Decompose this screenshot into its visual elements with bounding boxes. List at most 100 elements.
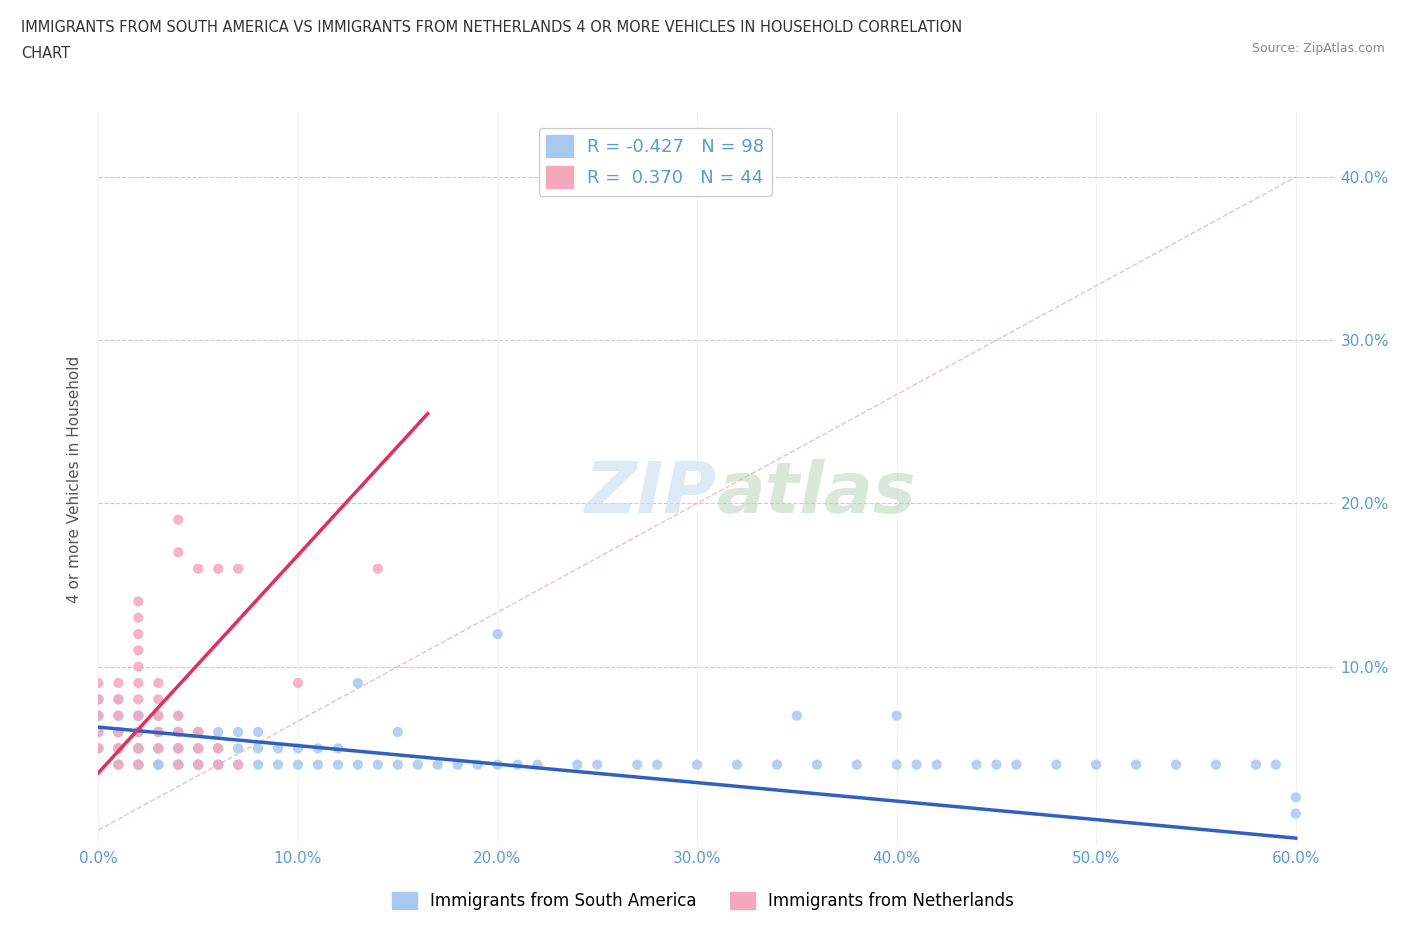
Point bbox=[986, 757, 1008, 772]
Point bbox=[148, 709, 170, 724]
Point bbox=[247, 757, 270, 772]
Point bbox=[347, 675, 370, 690]
Point bbox=[127, 724, 149, 739]
Point bbox=[127, 692, 149, 707]
Point bbox=[806, 757, 828, 772]
Point bbox=[426, 757, 449, 772]
Point bbox=[586, 757, 609, 772]
Point bbox=[187, 757, 209, 772]
Point bbox=[148, 741, 170, 756]
Point bbox=[486, 627, 509, 642]
Point bbox=[107, 757, 129, 772]
Point bbox=[87, 709, 110, 724]
Point bbox=[1205, 757, 1227, 772]
Point bbox=[267, 757, 290, 772]
Point bbox=[387, 757, 409, 772]
Point bbox=[187, 724, 209, 739]
Point bbox=[247, 741, 270, 756]
Point bbox=[1045, 757, 1067, 772]
Point bbox=[526, 757, 548, 772]
Point bbox=[148, 724, 170, 739]
Point bbox=[127, 709, 149, 724]
Point bbox=[167, 724, 190, 739]
Point bbox=[148, 692, 170, 707]
Point bbox=[127, 757, 149, 772]
Point bbox=[905, 757, 928, 772]
Point bbox=[127, 675, 149, 690]
Point bbox=[686, 757, 709, 772]
Text: IMMIGRANTS FROM SOUTH AMERICA VS IMMIGRANTS FROM NETHERLANDS 4 OR MORE VEHICLES : IMMIGRANTS FROM SOUTH AMERICA VS IMMIGRA… bbox=[21, 20, 962, 35]
Point bbox=[148, 741, 170, 756]
Point bbox=[786, 709, 808, 724]
Point bbox=[187, 741, 209, 756]
Point bbox=[1164, 757, 1187, 772]
Point bbox=[127, 627, 149, 642]
Point bbox=[148, 675, 170, 690]
Point bbox=[207, 757, 229, 772]
Point bbox=[107, 724, 129, 739]
Point bbox=[226, 757, 249, 772]
Point bbox=[107, 741, 129, 756]
Point bbox=[287, 741, 309, 756]
Point bbox=[107, 675, 129, 690]
Point bbox=[167, 741, 190, 756]
Point bbox=[167, 709, 190, 724]
Point bbox=[506, 757, 529, 772]
Point bbox=[1285, 790, 1308, 804]
Point bbox=[1085, 757, 1108, 772]
Point bbox=[187, 741, 209, 756]
Point bbox=[167, 741, 190, 756]
Point bbox=[107, 757, 129, 772]
Point bbox=[446, 757, 468, 772]
Text: ZIP: ZIP bbox=[585, 459, 717, 528]
Point bbox=[226, 757, 249, 772]
Point bbox=[87, 741, 110, 756]
Point bbox=[187, 724, 209, 739]
Point bbox=[207, 741, 229, 756]
Point bbox=[187, 724, 209, 739]
Point bbox=[886, 757, 908, 772]
Point bbox=[387, 724, 409, 739]
Point bbox=[1264, 757, 1286, 772]
Point bbox=[127, 741, 149, 756]
Point bbox=[226, 562, 249, 577]
Point bbox=[167, 757, 190, 772]
Point bbox=[367, 562, 389, 577]
Point bbox=[207, 741, 229, 756]
Point bbox=[107, 709, 129, 724]
Point bbox=[87, 741, 110, 756]
Point bbox=[148, 757, 170, 772]
Point bbox=[107, 692, 129, 707]
Point bbox=[725, 757, 748, 772]
Point bbox=[127, 757, 149, 772]
Point bbox=[247, 724, 270, 739]
Point bbox=[87, 692, 110, 707]
Point bbox=[886, 709, 908, 724]
Point bbox=[127, 724, 149, 739]
Point bbox=[187, 757, 209, 772]
Point bbox=[226, 724, 249, 739]
Point bbox=[187, 741, 209, 756]
Text: CHART: CHART bbox=[21, 46, 70, 61]
Point bbox=[207, 757, 229, 772]
Point bbox=[167, 545, 190, 560]
Point bbox=[127, 594, 149, 609]
Point bbox=[567, 757, 589, 772]
Point bbox=[127, 724, 149, 739]
Legend: Immigrants from South America, Immigrants from Netherlands: Immigrants from South America, Immigrant… bbox=[385, 885, 1021, 917]
Point bbox=[326, 757, 349, 772]
Point bbox=[127, 643, 149, 658]
Point bbox=[287, 675, 309, 690]
Point bbox=[148, 724, 170, 739]
Point bbox=[87, 709, 110, 724]
Point bbox=[307, 741, 329, 756]
Point bbox=[626, 757, 648, 772]
Point bbox=[406, 757, 429, 772]
Point bbox=[187, 562, 209, 577]
Point bbox=[127, 741, 149, 756]
Point bbox=[1005, 757, 1028, 772]
Point bbox=[127, 741, 149, 756]
Point bbox=[87, 724, 110, 739]
Point bbox=[766, 757, 789, 772]
Point bbox=[107, 741, 129, 756]
